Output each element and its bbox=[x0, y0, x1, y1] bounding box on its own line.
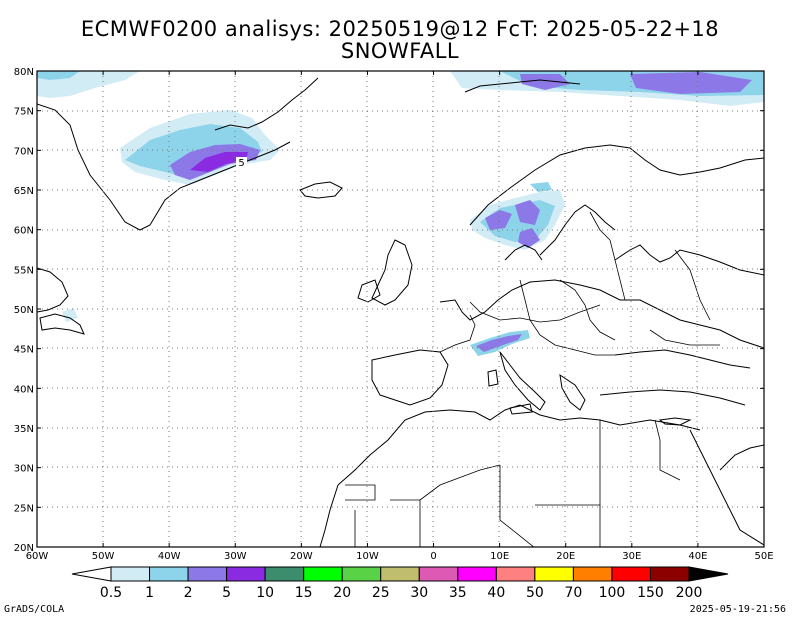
lat-label: 70N bbox=[14, 146, 34, 157]
lat-label: 80N bbox=[14, 67, 34, 78]
legend-swatch bbox=[572, 566, 613, 582]
lon-label: 50W bbox=[92, 551, 115, 562]
legend-swatch bbox=[380, 566, 420, 582]
legend-label: 0.5 bbox=[100, 585, 122, 601]
map-layers: 5 bbox=[37, 71, 764, 547]
lon-label: 20E bbox=[556, 551, 575, 562]
contour-label-bg bbox=[236, 157, 247, 167]
lat-label: 60N bbox=[14, 226, 34, 237]
legend-swatch bbox=[611, 566, 651, 582]
contour-label: 5 bbox=[238, 158, 244, 169]
lon-label: 30E bbox=[622, 551, 641, 562]
legend-label: 35 bbox=[449, 585, 467, 601]
legend-swatch bbox=[457, 566, 497, 582]
lon-label: 10E bbox=[490, 551, 509, 562]
color-legend bbox=[71, 566, 729, 582]
legend-swatch bbox=[264, 566, 305, 582]
graticule bbox=[37, 71, 764, 547]
lat-label: 65N bbox=[14, 186, 34, 197]
lon-label: 40E bbox=[688, 551, 707, 562]
lon-label: 20W bbox=[290, 551, 313, 562]
longitude-labels: 60W 50W 40W 30W 20W 10W 0 10E 20E 30E 40E 50E bbox=[26, 551, 774, 562]
lat-label: 45N bbox=[14, 345, 34, 356]
lat-label: 35N bbox=[14, 424, 34, 435]
chart-title: ECMWF0200 analisys: 20250519@12 FcT: 202… bbox=[80, 17, 720, 41]
legend-swatch bbox=[187, 566, 228, 582]
legend-swatch bbox=[534, 566, 574, 582]
lon-label: 50E bbox=[754, 551, 773, 562]
lat-label: 40N bbox=[14, 384, 34, 395]
legend-label: 150 bbox=[637, 585, 664, 601]
lon-label: 0 bbox=[430, 551, 436, 562]
legend-swatch bbox=[149, 566, 189, 582]
legend-label: 5 bbox=[222, 585, 231, 601]
coastlines bbox=[37, 77, 764, 547]
country-borders bbox=[345, 211, 720, 547]
legend-label: 15 bbox=[295, 585, 313, 601]
lat-label: 25N bbox=[14, 503, 34, 514]
legend-swatch bbox=[418, 566, 459, 582]
lat-label: 30N bbox=[14, 464, 34, 475]
axis-ticks bbox=[36, 70, 765, 548]
legend-label: 30 bbox=[410, 585, 428, 601]
latitude-labels: 80N 75N 70N 65N 60N 55N 50N 45N 40N 35N 30N 25N 20N bbox=[14, 67, 34, 554]
legend-swatch bbox=[341, 566, 382, 582]
snowfall-shading bbox=[37, 71, 764, 356]
legend-label: 200 bbox=[676, 585, 703, 601]
legend-label: 50 bbox=[526, 585, 544, 601]
lon-label: 10W bbox=[356, 551, 379, 562]
lon-label: 40W bbox=[158, 551, 181, 562]
credit-label: GrADS/COLA bbox=[4, 604, 65, 615]
legend-label: 25 bbox=[372, 585, 390, 601]
legend-swatch bbox=[110, 566, 151, 582]
legend-label: 40 bbox=[487, 585, 505, 601]
legend-swatch bbox=[495, 566, 536, 582]
lat-label: 50N bbox=[14, 305, 34, 316]
legend-swatch bbox=[649, 566, 690, 582]
legend-label: 100 bbox=[599, 585, 626, 601]
lat-label: 20N bbox=[14, 543, 34, 554]
legend-label: 10 bbox=[256, 585, 274, 601]
legend-arrow-low bbox=[71, 566, 112, 582]
lon-label: 30W bbox=[224, 551, 247, 562]
legend-label: 20 bbox=[333, 585, 351, 601]
legend-swatch bbox=[303, 566, 343, 582]
legend-labels: 0.5 1 2 5 10 15 20 25 30 35 40 50 70 100 150 200 bbox=[100, 585, 703, 601]
timestamp-label: 2025-05-19-21:56 bbox=[689, 604, 786, 615]
legend-swatch bbox=[226, 566, 266, 582]
lon-label: 60W bbox=[26, 551, 49, 562]
legend-label: 1 bbox=[145, 585, 154, 601]
lat-label: 75N bbox=[14, 107, 34, 118]
legend-label: 2 bbox=[184, 585, 193, 601]
legend-label: 70 bbox=[564, 585, 582, 601]
legend-arrow-high bbox=[688, 566, 729, 582]
chart-subtitle: SNOWFALL bbox=[340, 39, 460, 63]
lat-label: 55N bbox=[14, 265, 34, 276]
